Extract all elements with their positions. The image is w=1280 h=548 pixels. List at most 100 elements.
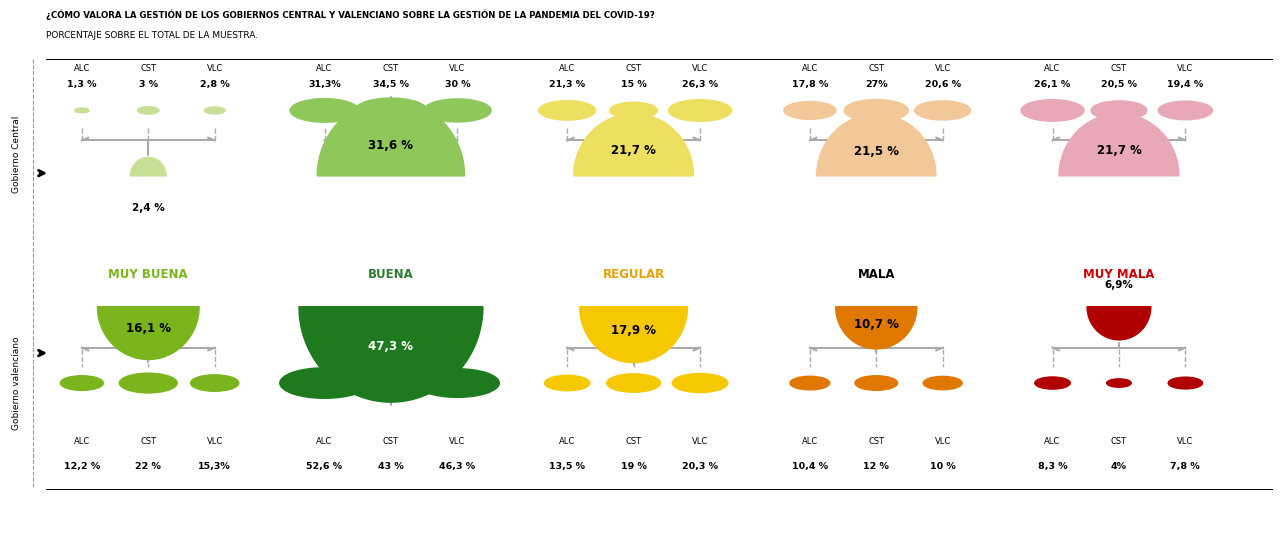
Text: VLC: VLC [206, 437, 223, 446]
Text: 21,7 %: 21,7 % [1097, 145, 1142, 157]
Text: 3 %: 3 % [138, 81, 157, 89]
Text: 16,1 %: 16,1 % [125, 322, 170, 335]
Text: 12 %: 12 % [863, 462, 890, 471]
Text: 31,6 %: 31,6 % [369, 139, 413, 152]
Ellipse shape [544, 375, 590, 391]
Text: 15 %: 15 % [621, 81, 646, 89]
Ellipse shape [291, 99, 358, 122]
Text: ¿CÓMO VALORA LA GESTIÓN DE LOS GOBIERNOS CENTRAL Y VALENCIANO SOBRE LA GESTIÓN D: ¿CÓMO VALORA LA GESTIÓN DE LOS GOBIERNOS… [46, 9, 655, 20]
Text: BUENA: BUENA [369, 267, 413, 281]
Ellipse shape [845, 100, 909, 121]
Text: CST: CST [626, 64, 641, 73]
Ellipse shape [205, 107, 225, 114]
Text: 10,7 %: 10,7 % [854, 318, 899, 331]
Text: 1,3 %: 1,3 % [67, 81, 96, 89]
Text: VLC: VLC [449, 437, 466, 446]
Polygon shape [580, 307, 687, 363]
Text: VLC: VLC [449, 64, 466, 73]
Ellipse shape [137, 107, 159, 114]
Text: 31,3%: 31,3% [308, 81, 340, 89]
Text: 26,3 %: 26,3 % [682, 81, 718, 89]
Text: ALC: ALC [559, 437, 575, 446]
Ellipse shape [74, 108, 88, 113]
Text: 21,5 %: 21,5 % [854, 145, 899, 158]
Ellipse shape [1107, 379, 1132, 387]
Text: 10 %: 10 % [929, 462, 956, 471]
Ellipse shape [668, 100, 732, 121]
Text: VLC: VLC [1178, 437, 1193, 446]
Ellipse shape [416, 369, 499, 397]
Text: 10,4 %: 10,4 % [792, 462, 828, 471]
Polygon shape [97, 307, 200, 359]
Ellipse shape [609, 102, 658, 118]
Text: 6,9%: 6,9% [1105, 281, 1133, 290]
Text: CST: CST [626, 437, 641, 446]
Text: ALC: ALC [74, 437, 90, 446]
Text: CST: CST [1111, 64, 1126, 73]
Text: CST: CST [868, 437, 884, 446]
Text: 20,3 %: 20,3 % [682, 462, 718, 471]
Polygon shape [131, 157, 166, 176]
Text: 46,3 %: 46,3 % [439, 462, 475, 471]
Polygon shape [817, 114, 936, 176]
Ellipse shape [191, 375, 239, 391]
Text: 26,1 %: 26,1 % [1034, 81, 1070, 89]
Text: 8,3 %: 8,3 % [1038, 462, 1068, 471]
Text: REGULAR: REGULAR [603, 267, 664, 281]
Ellipse shape [855, 376, 897, 390]
Text: 17,9 %: 17,9 % [611, 324, 657, 336]
Polygon shape [1087, 307, 1151, 340]
Text: VLC: VLC [1178, 64, 1193, 73]
Text: 19,4 %: 19,4 % [1167, 81, 1203, 89]
Ellipse shape [351, 369, 431, 397]
Text: MALA: MALA [858, 267, 895, 281]
Ellipse shape [790, 376, 829, 390]
Ellipse shape [1169, 377, 1203, 389]
Text: 4%: 4% [1111, 462, 1126, 471]
Text: 34,5 %: 34,5 % [372, 81, 408, 89]
Text: 21,7 %: 21,7 % [611, 145, 657, 157]
Text: Gobierno Central: Gobierno Central [13, 116, 22, 193]
Ellipse shape [424, 99, 492, 122]
Text: VLC: VLC [692, 64, 708, 73]
Polygon shape [836, 307, 916, 349]
Text: 12,2 %: 12,2 % [64, 462, 100, 471]
Text: 15,3%: 15,3% [198, 462, 232, 471]
Ellipse shape [1091, 101, 1147, 120]
Ellipse shape [355, 98, 428, 123]
Text: ALC: ALC [316, 437, 333, 446]
Text: CST: CST [141, 64, 156, 73]
Text: 22 %: 22 % [136, 462, 161, 471]
Text: 52,6 %: 52,6 % [306, 462, 343, 471]
Text: PORCENTAJE SOBRE EL TOTAL DE LA MUESTRA.: PORCENTAJE SOBRE EL TOTAL DE LA MUESTRA. [46, 31, 259, 41]
Text: 17,8 %: 17,8 % [792, 81, 828, 89]
Ellipse shape [672, 374, 728, 392]
Polygon shape [300, 307, 483, 402]
Text: ALC: ALC [1044, 64, 1061, 73]
Text: VLC: VLC [206, 64, 223, 73]
Text: CST: CST [383, 64, 399, 73]
Text: CST: CST [1111, 437, 1126, 446]
Text: 2,4 %: 2,4 % [132, 203, 165, 213]
Ellipse shape [1158, 101, 1212, 119]
Text: 19 %: 19 % [621, 462, 646, 471]
Text: VLC: VLC [692, 437, 708, 446]
Text: 7,8 %: 7,8 % [1170, 462, 1201, 471]
Ellipse shape [539, 101, 595, 120]
Text: CST: CST [383, 437, 399, 446]
Text: CST: CST [141, 437, 156, 446]
Text: MUY BUENA: MUY BUENA [109, 267, 188, 281]
Text: 20,6 %: 20,6 % [924, 81, 961, 89]
Text: 47,3 %: 47,3 % [369, 340, 413, 353]
Text: 2,8 %: 2,8 % [200, 81, 229, 89]
Ellipse shape [60, 376, 104, 390]
Text: ALC: ALC [1044, 437, 1061, 446]
Ellipse shape [783, 101, 836, 119]
Text: ALC: ALC [316, 64, 333, 73]
Ellipse shape [119, 373, 177, 393]
Text: 20,5 %: 20,5 % [1101, 81, 1137, 89]
Ellipse shape [1034, 377, 1070, 389]
Text: CST: CST [868, 64, 884, 73]
Text: 27%: 27% [865, 81, 887, 89]
Text: 21,3 %: 21,3 % [549, 81, 585, 89]
